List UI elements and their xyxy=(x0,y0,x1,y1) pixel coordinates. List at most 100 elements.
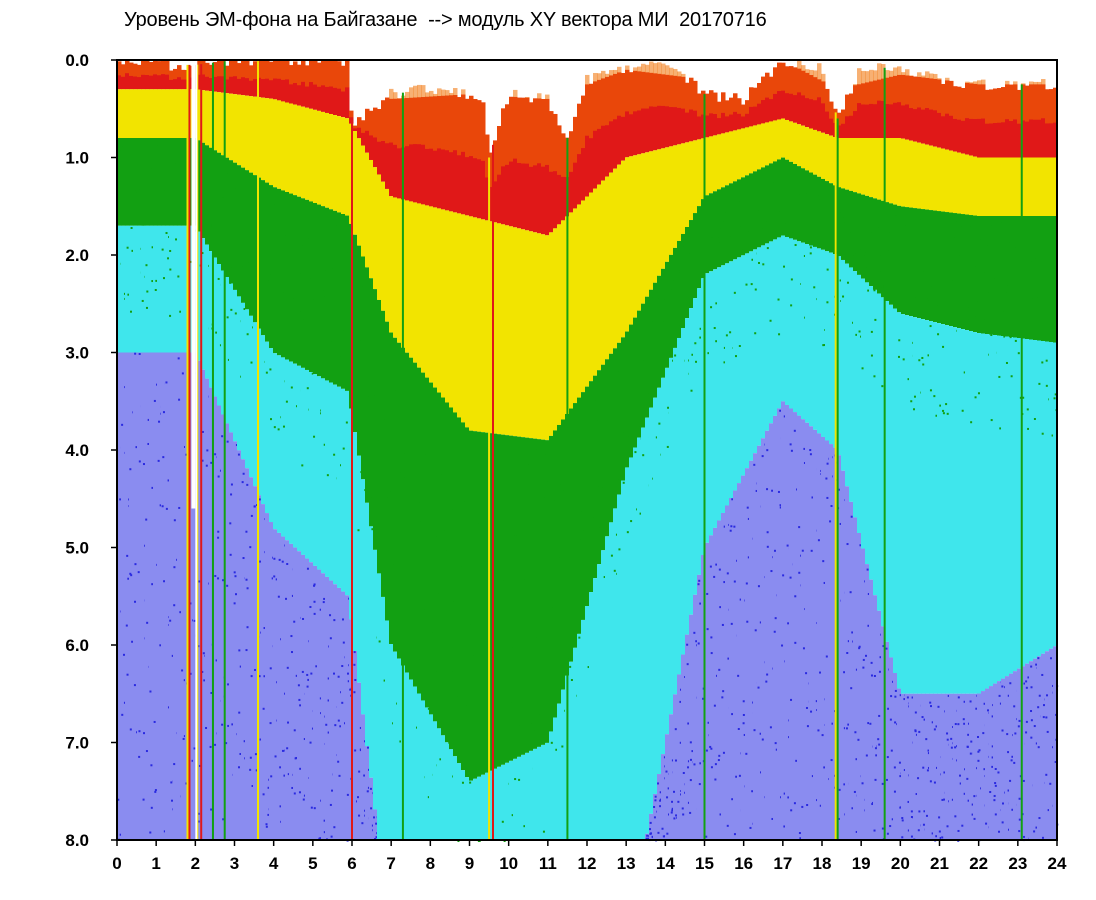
heat-cell xyxy=(617,72,622,165)
heat-cell xyxy=(913,76,918,110)
heat-speck xyxy=(867,722,870,725)
heat-cell xyxy=(969,155,974,216)
heat-speck xyxy=(137,571,140,574)
heat-cell xyxy=(805,170,810,245)
heat-speck xyxy=(347,680,350,683)
heat-cell xyxy=(149,225,154,353)
heat-cell xyxy=(169,89,174,138)
heat-speck xyxy=(661,827,664,830)
heat-cell xyxy=(129,225,134,353)
heat-cell xyxy=(901,693,906,840)
heat-cell xyxy=(277,100,282,189)
heat-speck xyxy=(789,443,792,446)
heat-speck xyxy=(263,627,266,630)
heat-cell xyxy=(777,408,782,840)
heat-cell xyxy=(633,447,638,840)
heat-speck xyxy=(286,666,289,669)
heat-cell xyxy=(637,154,642,311)
heat-cell xyxy=(129,352,134,840)
heat-speck xyxy=(1003,335,1006,338)
heat-cell xyxy=(909,75,914,141)
heat-speck xyxy=(1009,240,1012,243)
heat-cell xyxy=(389,332,394,645)
heat-speck xyxy=(133,684,136,687)
heat-speck xyxy=(723,581,726,584)
heat-cell xyxy=(597,79,602,185)
heat-cell xyxy=(977,84,982,158)
heat-speck xyxy=(293,620,296,623)
heat-cell xyxy=(649,151,654,290)
heat-speck xyxy=(578,636,581,639)
heat-speck xyxy=(957,696,960,699)
heat-speck xyxy=(135,446,138,449)
heat-cell xyxy=(997,88,1002,123)
heat-speck xyxy=(838,210,841,213)
heat-speck xyxy=(929,325,932,328)
heat-cell xyxy=(953,213,958,328)
heat-speck xyxy=(747,556,750,559)
heat-cell xyxy=(689,220,694,309)
heat-cell xyxy=(929,78,934,146)
heat-speck xyxy=(799,837,802,840)
heat-speck xyxy=(1007,751,1010,754)
heat-speck xyxy=(826,462,829,465)
heat-speck xyxy=(510,645,513,648)
heat-speck xyxy=(765,680,768,683)
heat-speck xyxy=(855,668,858,671)
heat-speck xyxy=(774,742,777,745)
heat-speck xyxy=(1025,720,1028,723)
heat-speck xyxy=(353,691,356,694)
heat-speck xyxy=(281,290,284,293)
heat-speck xyxy=(671,759,674,762)
heat-cell xyxy=(397,98,402,149)
heat-cell xyxy=(433,207,438,388)
heat-speck xyxy=(514,535,517,538)
heat-speck xyxy=(390,491,393,494)
heat-cell xyxy=(417,97,422,204)
heat-cell xyxy=(725,505,730,840)
heat-cell xyxy=(897,205,902,313)
heat-speck xyxy=(226,584,229,587)
heat-speck xyxy=(339,464,342,467)
heat-speck xyxy=(301,464,304,467)
heat-speck xyxy=(990,419,993,422)
heat-speck xyxy=(150,764,153,767)
heat-speck xyxy=(414,365,417,368)
heat-cell xyxy=(281,60,286,102)
heat-speck xyxy=(461,781,464,784)
heat-cell xyxy=(761,167,766,246)
heat-cell xyxy=(557,424,562,704)
heat-speck xyxy=(961,824,964,827)
heat-speck xyxy=(654,799,657,802)
heat-cell xyxy=(377,109,382,175)
heat-cell xyxy=(989,686,994,840)
heat-cell xyxy=(673,145,678,248)
heat-speck xyxy=(787,622,790,625)
heat-cell xyxy=(753,87,758,107)
heat-speck xyxy=(183,220,186,223)
heat-speck xyxy=(173,604,176,607)
heat-cell xyxy=(393,98,398,198)
x-tick-label: 6 xyxy=(347,854,356,873)
heat-cell xyxy=(685,318,690,635)
heat-cell xyxy=(393,337,398,652)
heat-speck xyxy=(363,774,366,777)
heat-cell xyxy=(861,194,866,279)
heat-cell xyxy=(117,61,122,76)
heat-speck xyxy=(799,192,802,195)
heat-speck xyxy=(286,563,289,566)
heat-cell xyxy=(453,412,458,757)
heat-speck xyxy=(889,825,892,828)
heat-cell xyxy=(765,122,770,166)
heat-speck xyxy=(486,733,489,736)
heat-cell xyxy=(217,92,222,153)
heat-cell xyxy=(1041,79,1046,119)
heat-speck xyxy=(994,782,997,785)
heat-cell xyxy=(357,245,362,456)
heat-speck xyxy=(650,832,653,835)
heat-speck xyxy=(313,612,316,615)
heat-speck xyxy=(193,619,196,622)
heat-speck xyxy=(303,794,306,797)
heat-cell xyxy=(685,142,690,227)
heat-speck xyxy=(165,232,168,235)
